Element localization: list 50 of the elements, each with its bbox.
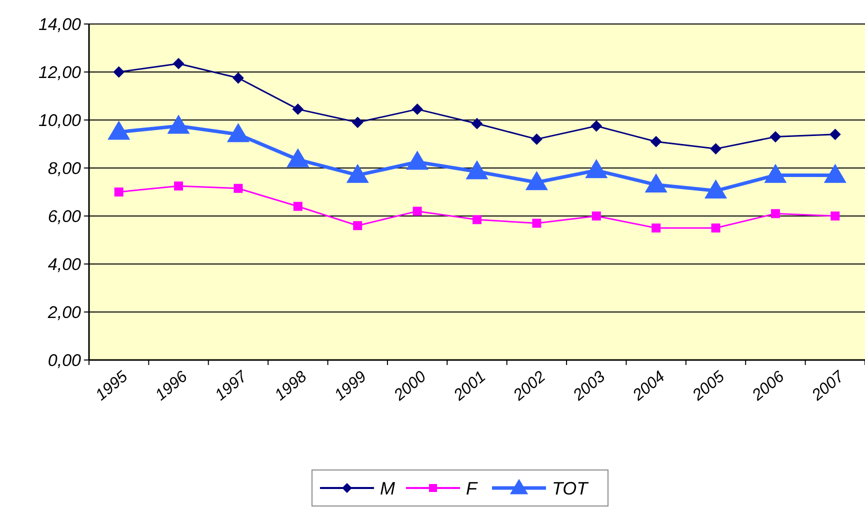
y-tick-label: 6,00 [48, 206, 82, 226]
point [406, 151, 428, 170]
y-tick-label: 2,00 [46, 302, 82, 322]
point [652, 224, 661, 232]
point [353, 221, 362, 230]
point [711, 224, 720, 232]
point [287, 148, 309, 168]
point [114, 188, 124, 196]
legend-label: M [380, 478, 395, 498]
point [764, 164, 786, 183]
point [108, 121, 130, 140]
point [830, 128, 841, 140]
point [472, 215, 482, 224]
y-tick-label: 10,00 [38, 110, 82, 130]
point [770, 209, 780, 218]
point [650, 136, 662, 148]
point [412, 104, 423, 115]
point [704, 180, 727, 198]
point [174, 182, 184, 190]
legend-label: F [466, 478, 478, 498]
point [472, 118, 482, 130]
point [710, 143, 722, 154]
point [592, 212, 601, 220]
point [830, 212, 840, 220]
point [292, 104, 304, 115]
point [585, 160, 608, 178]
point [346, 164, 369, 183]
point [770, 131, 781, 142]
y-tick-label: 14,00 [38, 14, 82, 34]
legend-label: TOT [552, 478, 590, 498]
point [293, 202, 302, 211]
point [113, 66, 124, 78]
point [824, 164, 846, 183]
y-tick-label: 8,00 [48, 158, 82, 178]
point [526, 172, 548, 190]
y-tick-label: 4,00 [48, 254, 82, 274]
point [168, 115, 190, 134]
point [590, 120, 602, 132]
point [352, 116, 364, 128]
point [234, 184, 243, 193]
point [232, 72, 244, 84]
point [412, 206, 422, 216]
point [173, 58, 184, 70]
y-tick-label: 0,00 [48, 350, 82, 370]
point [645, 174, 667, 192]
point [532, 218, 542, 228]
point [466, 160, 488, 180]
point [227, 124, 250, 142]
point [531, 134, 542, 145]
y-tick-label: 12,00 [38, 62, 82, 82]
